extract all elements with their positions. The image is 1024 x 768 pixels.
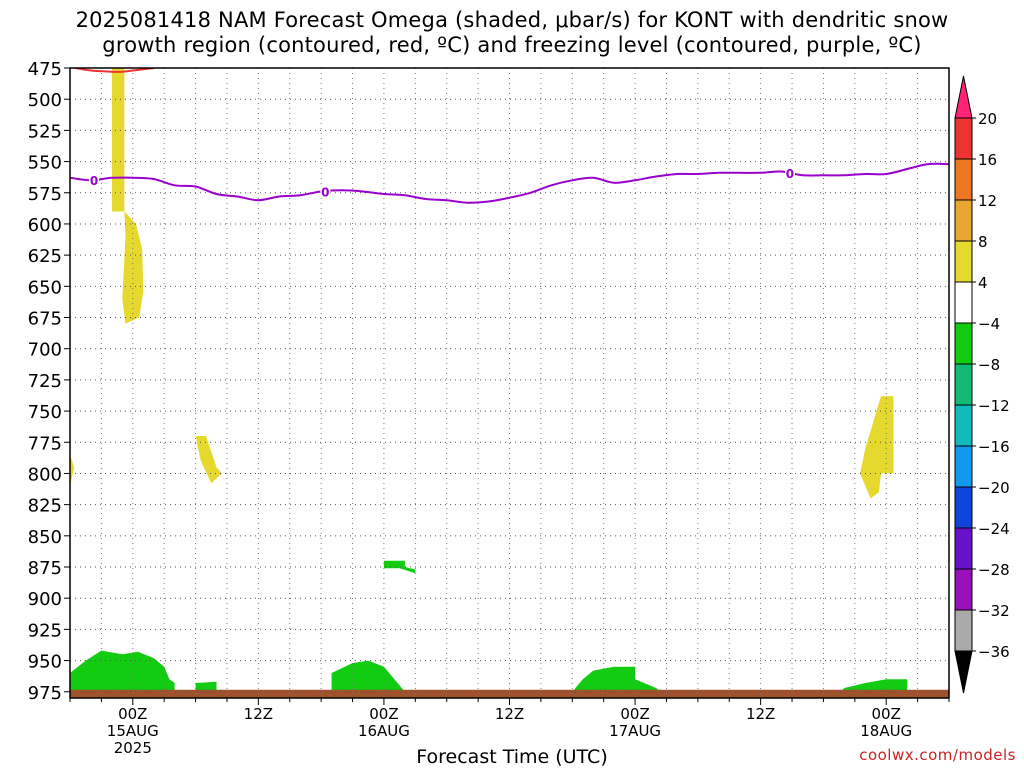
colorbar-label: 8 bbox=[978, 233, 988, 251]
y-tick-label: 500 bbox=[28, 90, 62, 111]
y-tick-label: 475 bbox=[28, 59, 62, 80]
colorbar-segment bbox=[954, 199, 973, 242]
y-tick-label: 775 bbox=[28, 433, 62, 454]
colorbar-top-arrow bbox=[954, 75, 973, 119]
freezing-level-label: 0 bbox=[786, 167, 794, 181]
colorbar-segment bbox=[954, 568, 973, 611]
colorbar-bottom-arrow bbox=[954, 650, 973, 694]
credit-link[interactable]: coolwx.com/models bbox=[859, 746, 1016, 764]
negative-omega-region-3 bbox=[383, 560, 416, 574]
positive-omega-region-3 bbox=[70, 454, 75, 486]
chart-title-line-2: growth region (contoured, red, ºC) and f… bbox=[102, 33, 922, 57]
colorbar-segment bbox=[954, 527, 973, 570]
freezing-level-contour bbox=[70, 162, 949, 204]
colorbar-segment bbox=[954, 281, 973, 324]
y-tick-label: 525 bbox=[28, 121, 62, 142]
colorbar-label: −4 bbox=[978, 315, 1000, 333]
positive-omega-region-1 bbox=[122, 211, 144, 324]
colorbar-label: −8 bbox=[978, 356, 1000, 374]
x-tick-label: 00Z bbox=[872, 705, 901, 723]
x-tick-date: 15AUG bbox=[107, 722, 159, 740]
colorbar: 20 16 12 8 4 −4 −8 −12 −16 −20 −24 −28 −32 −36 bbox=[954, 75, 1010, 694]
freezing-label-bg bbox=[320, 184, 331, 198]
colorbar-label: −36 bbox=[978, 643, 1010, 661]
negative-omega-region-0 bbox=[70, 650, 175, 698]
x-tick-label: 00Z bbox=[118, 705, 147, 723]
x-tick-label: 00Z bbox=[369, 705, 398, 723]
colorbar-label: 12 bbox=[978, 192, 997, 210]
dgz-contour bbox=[75, 68, 154, 73]
chart-title-line-1: 2025081418 NAM Forecast Omega (shaded, μ… bbox=[75, 8, 949, 32]
y-tick-label: 750 bbox=[28, 402, 62, 423]
y-tick-label: 900 bbox=[28, 589, 62, 610]
x-tick-label: 12Z bbox=[495, 705, 524, 723]
y-tick-label: 550 bbox=[28, 153, 62, 174]
colorbar-segment bbox=[954, 445, 973, 488]
colorbar-segment bbox=[954, 609, 973, 652]
x-tick-date: 16AUG bbox=[358, 722, 410, 740]
colorbar-label: −12 bbox=[978, 397, 1010, 415]
y-tick-label: 825 bbox=[28, 496, 62, 517]
colorbar-segment bbox=[954, 240, 973, 283]
colorbar-segment bbox=[954, 117, 973, 160]
colorbar-label: 4 bbox=[978, 274, 988, 292]
positive-omega-region-4 bbox=[860, 396, 894, 499]
positive-omega-region-0 bbox=[111, 68, 125, 212]
freezing-label-bg bbox=[89, 172, 100, 186]
y-tick-label: 575 bbox=[28, 184, 62, 205]
y-tick-label: 650 bbox=[28, 277, 62, 298]
x-tick-label: 00Z bbox=[620, 705, 649, 723]
y-tick-label: 875 bbox=[28, 558, 62, 579]
x-tick-label: 12Z bbox=[244, 705, 273, 723]
x-tick-date: 17AUG bbox=[609, 722, 661, 740]
colorbar-segment bbox=[954, 363, 973, 406]
y-tick-label: 975 bbox=[28, 683, 62, 704]
x-tick-date: 18AUG bbox=[860, 722, 912, 740]
colorbar-segment bbox=[954, 404, 973, 447]
y-tick-label: 800 bbox=[28, 464, 62, 485]
y-tick-label: 675 bbox=[28, 309, 62, 330]
colorbar-segment bbox=[954, 322, 973, 365]
positive-omega-region-2 bbox=[195, 436, 222, 484]
colorbar-label: −16 bbox=[978, 438, 1010, 456]
y-axis: 475 500 525 550 575 600 625 650 675 700 725 750 775 8… bbox=[28, 59, 70, 704]
colorbar-label: 16 bbox=[978, 151, 997, 169]
negative-omega-region-2 bbox=[331, 660, 405, 698]
colorbar-label: −32 bbox=[978, 602, 1010, 620]
colorbar-segment bbox=[954, 158, 973, 201]
x-tick-year: 2025 bbox=[114, 739, 152, 757]
colorbar-label: 20 bbox=[978, 110, 997, 128]
contour-layer: 0 0 0 bbox=[70, 68, 949, 204]
y-tick-label: 950 bbox=[28, 652, 62, 673]
colorbar-label: −20 bbox=[978, 479, 1010, 497]
freezing-level-label: 0 bbox=[90, 174, 98, 188]
y-tick-label: 850 bbox=[28, 527, 62, 548]
colorbar-label: −28 bbox=[978, 561, 1010, 579]
y-tick-label: 600 bbox=[28, 215, 62, 236]
y-tick-label: 925 bbox=[28, 620, 62, 641]
y-tick-label: 700 bbox=[28, 340, 62, 361]
y-tick-label: 725 bbox=[28, 371, 62, 392]
colorbar-segment bbox=[954, 486, 973, 529]
freezing-label-bg bbox=[784, 166, 795, 180]
x-axis-title: Forecast Time (UTC) bbox=[416, 746, 608, 768]
colorbar-label: −24 bbox=[978, 520, 1010, 538]
freezing-level-label: 0 bbox=[321, 185, 329, 199]
grid-layer bbox=[69, 67, 950, 698]
x-tick-label: 12Z bbox=[746, 705, 775, 723]
y-tick-label: 625 bbox=[28, 246, 62, 267]
